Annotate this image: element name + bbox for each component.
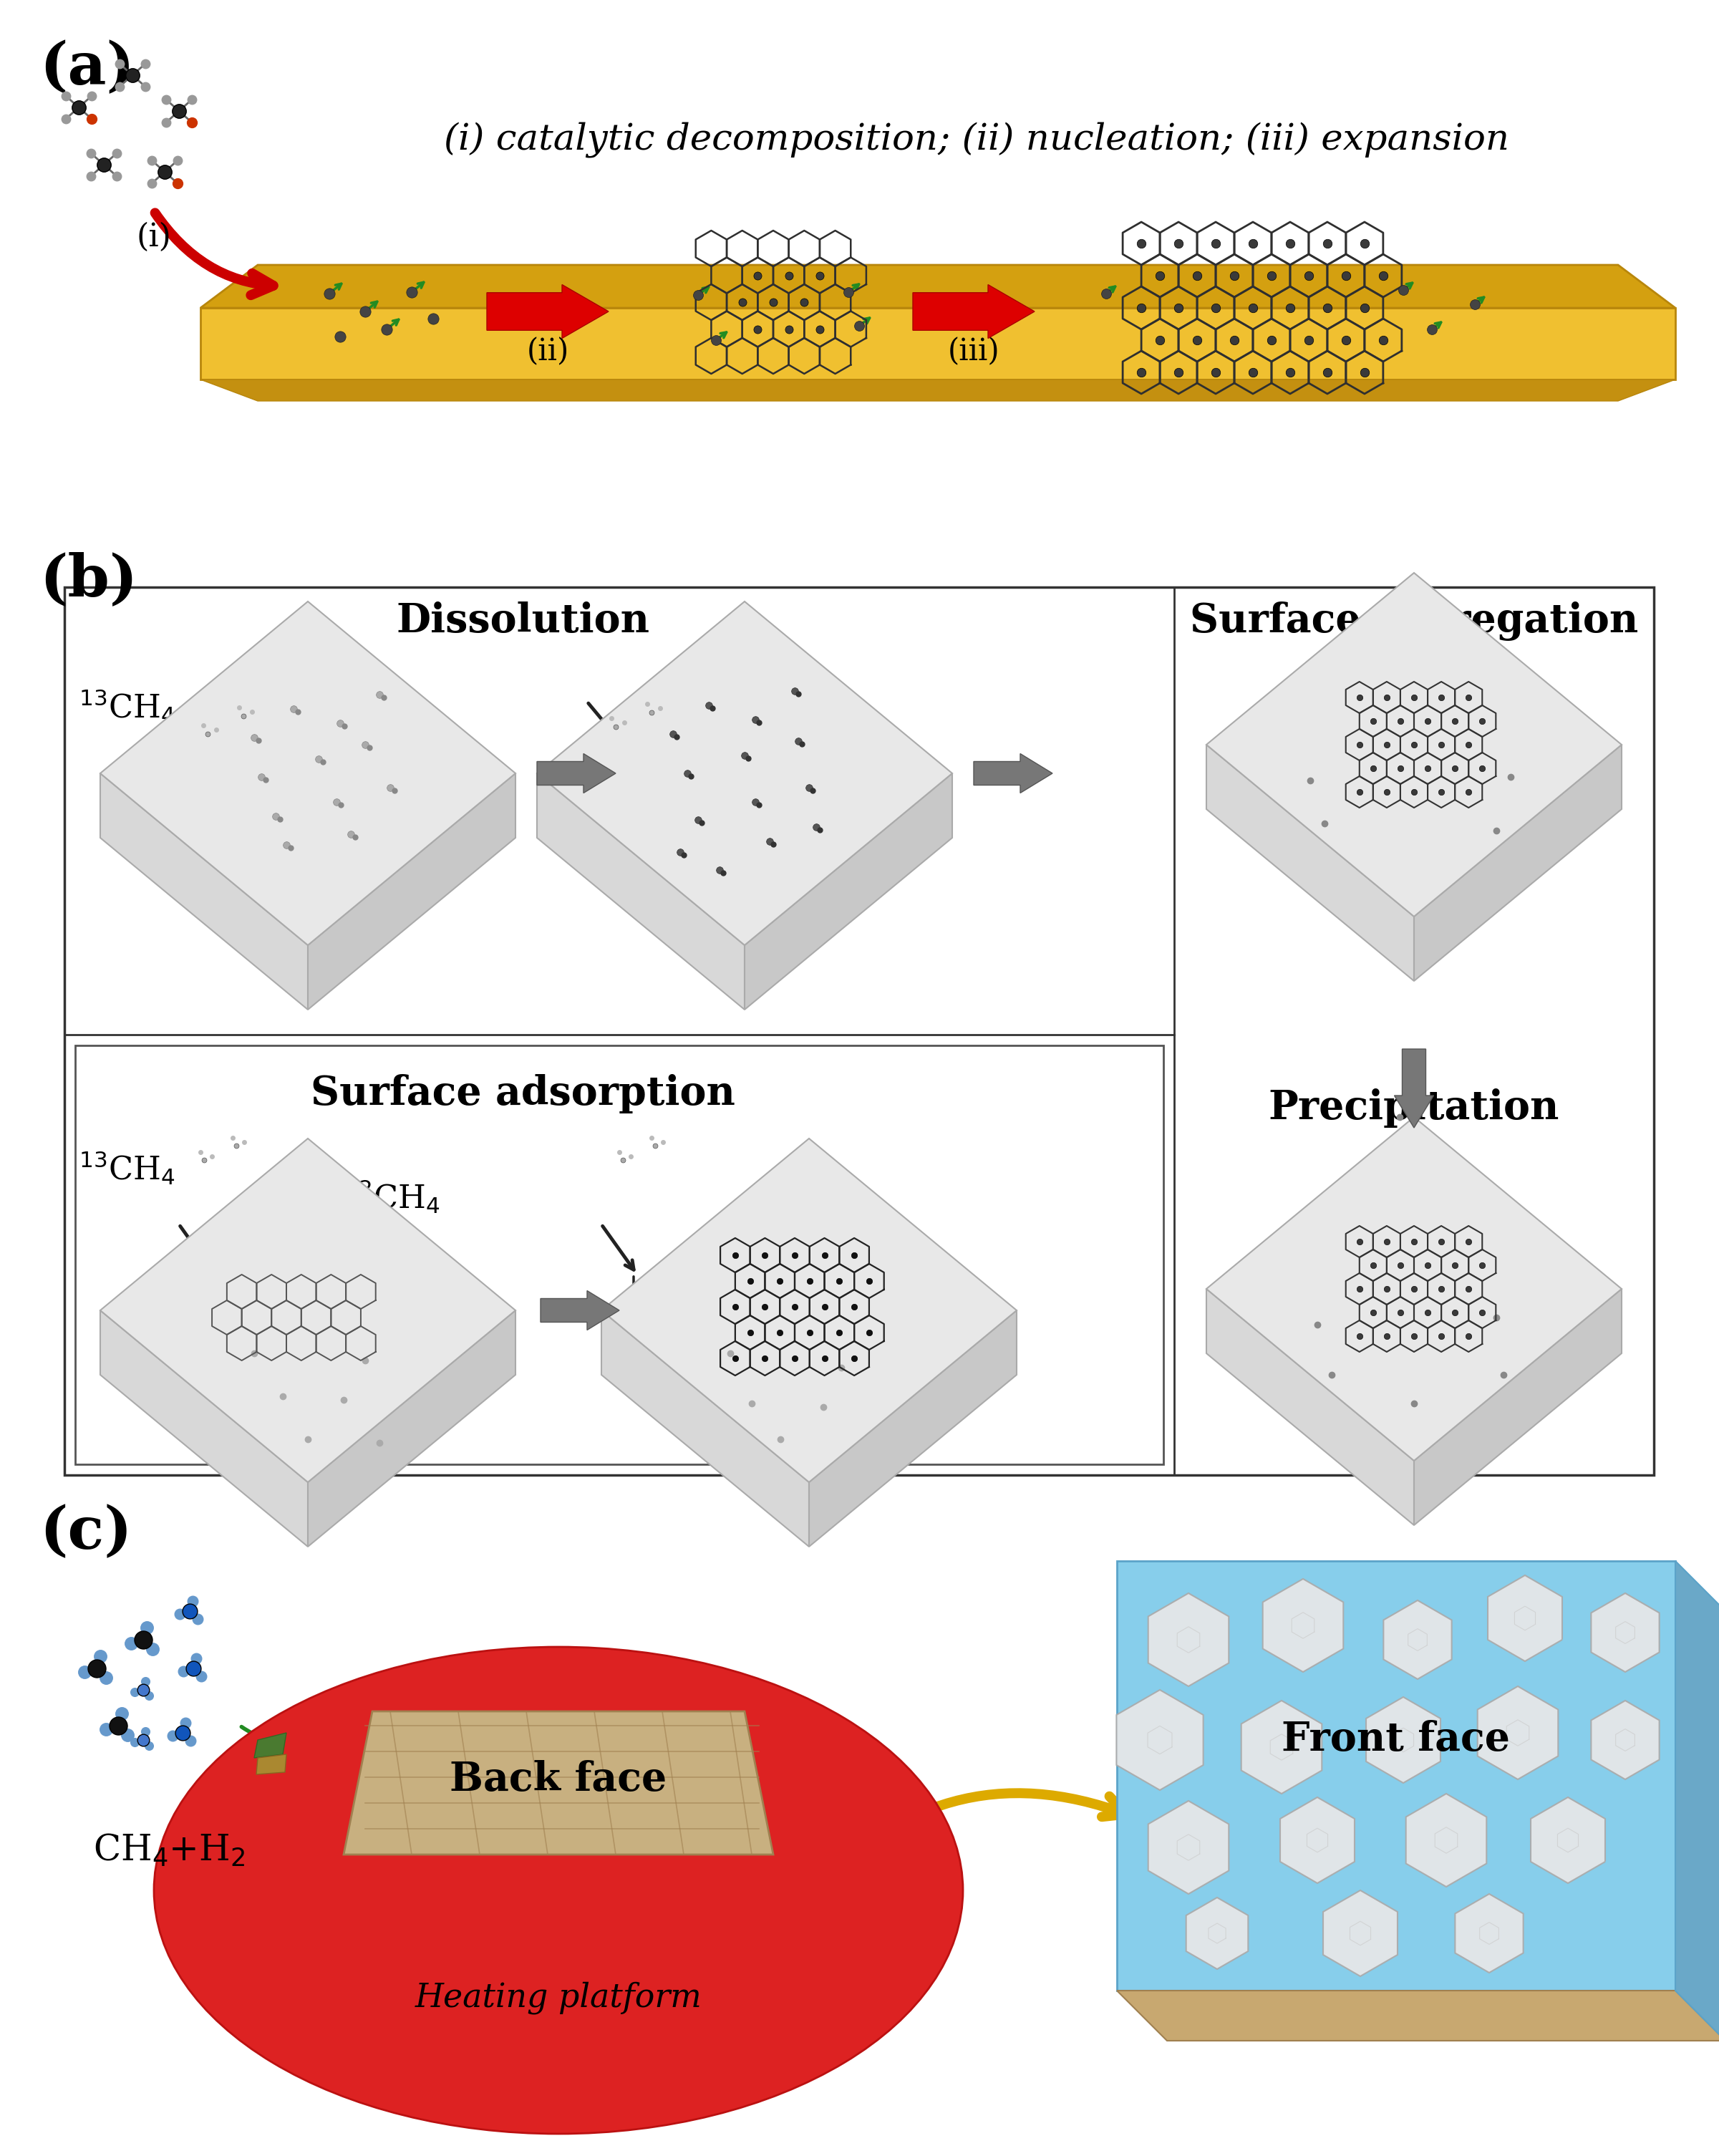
Polygon shape (1592, 1701, 1659, 1779)
FancyArrow shape (973, 755, 1052, 793)
FancyArrow shape (536, 755, 615, 793)
Polygon shape (1530, 1798, 1606, 1882)
Polygon shape (100, 602, 516, 944)
Text: (b): (b) (40, 552, 138, 608)
Text: $^{13}$CH$_4$: $^{13}$CH$_4$ (79, 688, 175, 724)
Polygon shape (1148, 1800, 1229, 1893)
Polygon shape (100, 1311, 308, 1546)
Polygon shape (1454, 1893, 1523, 1973)
Text: $^{12}$CH$_4$: $^{12}$CH$_4$ (344, 737, 440, 774)
Polygon shape (1207, 1117, 1621, 1462)
Polygon shape (201, 379, 1676, 401)
Polygon shape (1207, 573, 1621, 916)
Polygon shape (1592, 1593, 1659, 1671)
Polygon shape (1117, 1561, 1676, 1990)
Polygon shape (1117, 1990, 1719, 2042)
Polygon shape (1406, 1794, 1487, 1886)
Polygon shape (308, 774, 516, 1009)
Polygon shape (1487, 1576, 1563, 1662)
Polygon shape (100, 1138, 516, 1481)
FancyArrow shape (913, 285, 1035, 338)
Polygon shape (1367, 1697, 1441, 1783)
Text: (c): (c) (40, 1503, 132, 1561)
Text: $^{12}$CH$_4$: $^{12}$CH$_4$ (344, 1177, 440, 1216)
Polygon shape (536, 774, 744, 1009)
Text: Surface segregation: Surface segregation (1190, 602, 1638, 640)
Text: Surface adsorption: Surface adsorption (311, 1074, 736, 1112)
Text: Front face: Front face (1282, 1720, 1511, 1759)
Text: (i): (i) (136, 222, 172, 252)
Polygon shape (1676, 1561, 1719, 2042)
Polygon shape (810, 1311, 1016, 1546)
Polygon shape (201, 265, 1676, 308)
Polygon shape (1281, 1798, 1355, 1882)
Polygon shape (254, 1733, 287, 1757)
Polygon shape (1415, 744, 1621, 981)
Polygon shape (1207, 744, 1415, 981)
Text: CH$_4$+H$_2$: CH$_4$+H$_2$ (93, 1833, 246, 1869)
Ellipse shape (155, 1647, 963, 2134)
Polygon shape (1384, 1600, 1451, 1680)
Polygon shape (536, 602, 952, 944)
Polygon shape (602, 1138, 1016, 1481)
Text: (iii): (iii) (947, 336, 1000, 367)
Polygon shape (744, 774, 952, 1009)
Text: (i) catalytic decomposition; (ii) nucleation; (iii) expansion: (i) catalytic decomposition; (ii) nuclea… (444, 121, 1509, 157)
Text: Dissolution: Dissolution (395, 602, 650, 640)
Polygon shape (344, 1712, 774, 1854)
Polygon shape (100, 774, 308, 1009)
Text: $^{13}$CH$_4$: $^{13}$CH$_4$ (79, 1149, 175, 1186)
Polygon shape (1148, 1593, 1229, 1686)
Text: (a): (a) (40, 39, 134, 97)
FancyArrow shape (486, 285, 609, 338)
Polygon shape (1186, 1897, 1248, 1968)
Polygon shape (1241, 1701, 1322, 1794)
Text: (ii): (ii) (526, 336, 569, 367)
Polygon shape (256, 1755, 287, 1774)
FancyBboxPatch shape (76, 1046, 1164, 1464)
Text: Precipitation: Precipitation (1269, 1089, 1559, 1128)
FancyArrow shape (540, 1291, 619, 1330)
Polygon shape (1324, 1891, 1398, 1977)
Polygon shape (1415, 1289, 1621, 1524)
Polygon shape (308, 1311, 516, 1546)
Text: Heating platform: Heating platform (414, 1981, 701, 2014)
Polygon shape (1478, 1686, 1557, 1779)
Polygon shape (1263, 1578, 1343, 1671)
Text: Back face: Back face (450, 1759, 667, 1798)
FancyBboxPatch shape (64, 586, 1654, 1475)
Polygon shape (1116, 1690, 1203, 1789)
Polygon shape (602, 1311, 810, 1546)
Polygon shape (201, 308, 1676, 379)
Polygon shape (1207, 1289, 1415, 1524)
FancyArrow shape (1394, 1050, 1434, 1128)
